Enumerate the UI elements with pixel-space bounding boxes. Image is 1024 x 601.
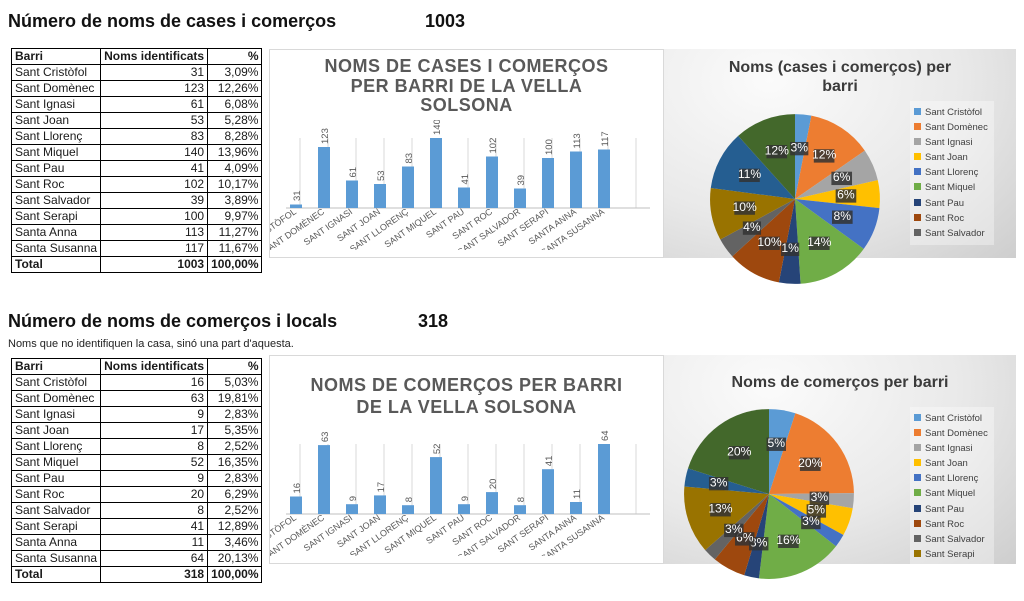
svg-text:4%: 4% (743, 220, 761, 234)
svg-text:64: 64 (600, 430, 611, 441)
svg-text:3%: 3% (802, 514, 820, 528)
svg-text:53: 53 (376, 170, 387, 181)
svg-text:31: 31 (292, 190, 303, 201)
svg-text:9: 9 (348, 496, 359, 501)
svg-text:9: 9 (460, 496, 471, 501)
svg-text:20%: 20% (798, 456, 822, 470)
svg-text:12%: 12% (812, 148, 836, 162)
svg-text:11: 11 (572, 489, 583, 499)
svg-text:17: 17 (376, 482, 387, 493)
svg-text:10%: 10% (757, 235, 781, 249)
svg-text:63: 63 (320, 432, 331, 443)
svg-text:39: 39 (516, 175, 527, 186)
svg-text:6%: 6% (833, 170, 851, 184)
svg-text:12%: 12% (765, 143, 789, 157)
svg-text:1%: 1% (781, 241, 799, 255)
svg-text:13%: 13% (708, 502, 732, 516)
svg-text:41: 41 (544, 456, 555, 467)
svg-text:5%: 5% (768, 436, 786, 450)
svg-text:113: 113 (572, 133, 583, 148)
svg-text:140: 140 (432, 120, 443, 135)
svg-text:11%: 11% (738, 167, 762, 181)
svg-text:41: 41 (460, 174, 471, 185)
svg-text:3%: 3% (811, 490, 829, 504)
svg-text:3%: 3% (710, 475, 728, 489)
svg-text:83: 83 (404, 153, 415, 164)
svg-text:123: 123 (320, 128, 331, 144)
svg-text:3%: 3% (725, 522, 743, 536)
svg-text:10%: 10% (733, 200, 757, 214)
svg-text:16%: 16% (776, 533, 800, 547)
svg-text:100: 100 (544, 139, 555, 155)
svg-text:52: 52 (432, 444, 443, 455)
svg-text:14%: 14% (807, 235, 831, 249)
svg-text:61: 61 (348, 167, 359, 178)
svg-text:3%: 3% (790, 140, 808, 154)
svg-text:20%: 20% (727, 444, 751, 458)
svg-text:117: 117 (600, 131, 611, 146)
svg-text:102: 102 (488, 138, 499, 154)
svg-text:8%: 8% (834, 209, 852, 223)
svg-text:20: 20 (488, 479, 499, 490)
svg-text:8: 8 (516, 497, 527, 502)
svg-text:6%: 6% (837, 188, 855, 202)
svg-text:16: 16 (292, 483, 303, 494)
svg-text:8: 8 (404, 497, 415, 502)
